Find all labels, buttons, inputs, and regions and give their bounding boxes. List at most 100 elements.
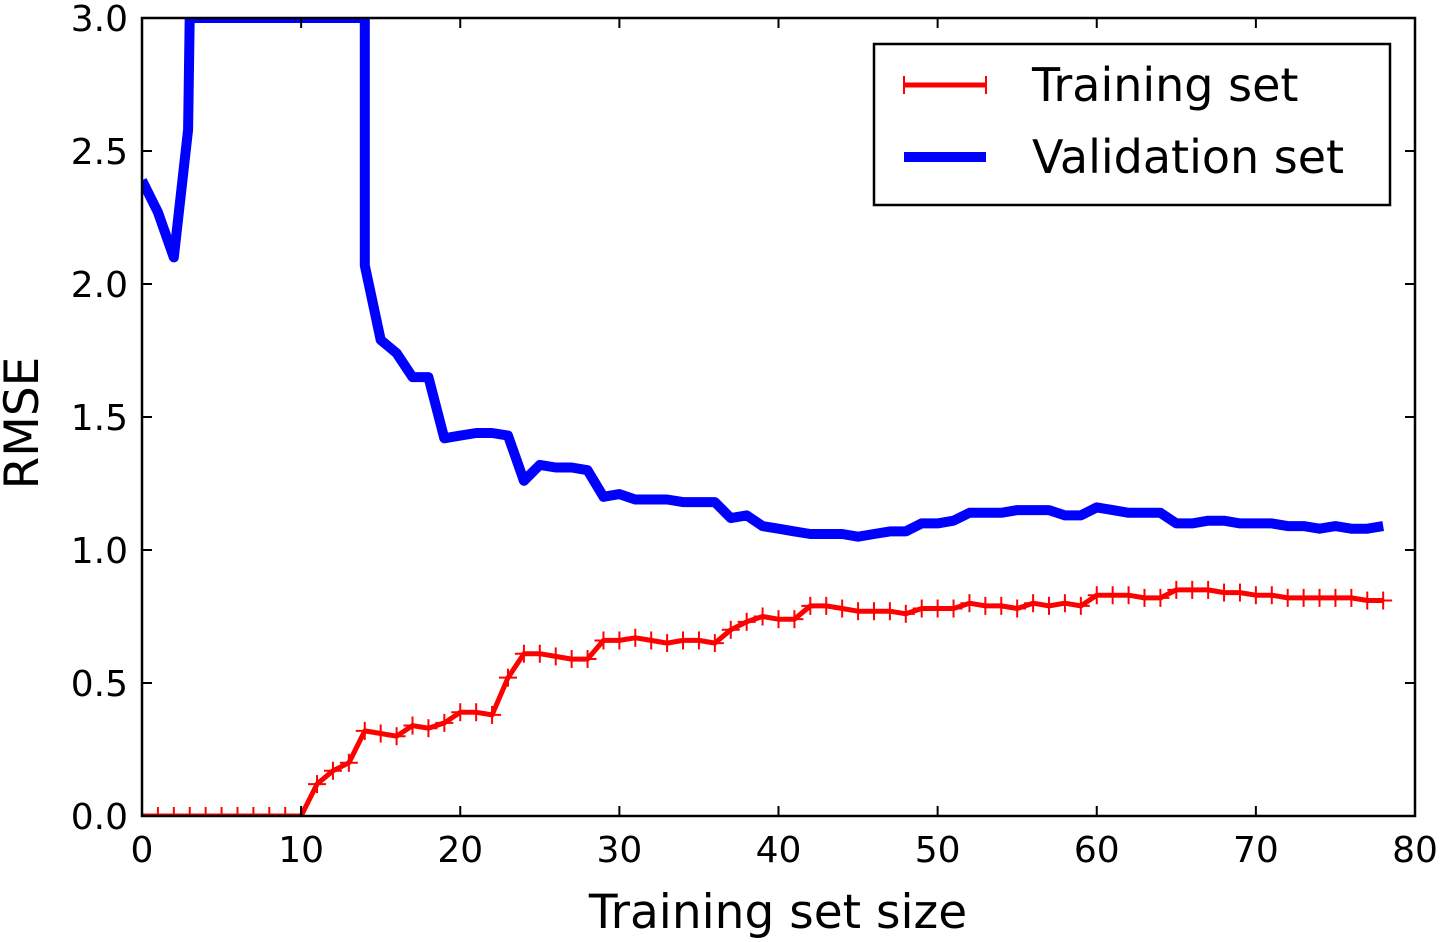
legend-label-validation-set: Validation set <box>1032 130 1344 184</box>
legend-item-training-set: Training set <box>903 58 1298 112</box>
x-tick-label: 70 <box>1233 830 1279 871</box>
x-tick-label: 0 <box>131 830 154 871</box>
x-tick-label: 10 <box>278 830 324 871</box>
training-set-point <box>323 761 342 780</box>
training-set-point <box>944 599 963 618</box>
training-set-point <box>928 599 947 618</box>
training-set-point <box>498 668 517 687</box>
training-set-point <box>817 596 836 615</box>
training-set-point <box>467 703 486 722</box>
training-set-point <box>451 703 470 722</box>
y-tick-label: 1.5 <box>71 398 128 439</box>
training-set-point <box>1246 586 1265 605</box>
training-set-point <box>1278 588 1297 607</box>
training-set-point <box>801 596 820 615</box>
y-tick-label: 1.0 <box>71 531 128 572</box>
training-set-point <box>833 599 852 618</box>
training-set-point <box>610 631 629 650</box>
training-set-point <box>992 596 1011 615</box>
training-set-point <box>864 602 883 621</box>
training-set-point <box>514 644 533 663</box>
training-set-point <box>403 716 422 735</box>
training-set-point <box>594 631 613 650</box>
training-set-point <box>674 631 693 650</box>
training-set-point <box>483 705 502 724</box>
training-set-point <box>276 807 295 816</box>
training-set-point <box>546 647 565 666</box>
y-tick-label: 0.0 <box>71 797 128 838</box>
training-set-point <box>976 596 995 615</box>
training-set-point <box>1215 583 1234 602</box>
training-set-point <box>1310 588 1329 607</box>
training-set-point <box>1040 596 1059 615</box>
training-set-point <box>260 807 279 816</box>
training-set-point <box>1374 591 1393 610</box>
y-tick-label: 2.5 <box>71 132 128 173</box>
training-set-point <box>626 628 645 647</box>
legend-frame <box>872 42 1392 207</box>
training-set-point <box>1199 580 1218 599</box>
training-set-point <box>148 807 167 816</box>
training-set-point <box>1135 588 1154 607</box>
training-set-point <box>642 631 661 650</box>
series-layer <box>142 18 1393 816</box>
training-set-point <box>244 807 263 816</box>
training-set-point <box>435 713 454 732</box>
training-set-point <box>1008 599 1027 618</box>
x-axis-label: Training set size <box>588 885 967 938</box>
legend-label-training-set: Training set <box>1031 58 1298 112</box>
training-set-point <box>228 807 247 816</box>
training-set-point <box>1183 580 1202 599</box>
training-set-point <box>339 753 358 772</box>
training-set-point <box>530 644 549 663</box>
y-tick-label: 3.0 <box>71 0 128 40</box>
training-set-point <box>785 610 804 629</box>
training-set-point <box>769 610 788 629</box>
x-tick-label: 40 <box>756 830 802 871</box>
training-set-point <box>419 719 438 738</box>
training-set-point <box>180 807 199 816</box>
training-set-point <box>737 612 756 631</box>
training-set-point <box>880 602 899 621</box>
training-set-point <box>562 650 581 669</box>
training-set-point <box>196 807 215 816</box>
ticks-layer: 0 10 20 30 40 50 60 70 80 0.0 0.5 1.0 1.5 2.0 2.5 3.0 <box>71 0 1438 871</box>
training-set-point <box>1024 594 1043 613</box>
training-set-point <box>1358 591 1377 610</box>
validation-set-line <box>142 18 1385 542</box>
training-set-point <box>355 721 374 740</box>
training-set-point <box>896 604 915 623</box>
legend: Training set Validation set <box>872 42 1392 207</box>
training-set-point <box>849 602 868 621</box>
training-set-point <box>1103 586 1122 605</box>
x-tick-label: 80 <box>1392 830 1438 871</box>
training-set-point <box>1119 586 1138 605</box>
training-set-point <box>164 807 183 816</box>
y-tick-label: 0.5 <box>71 664 128 705</box>
x-tick-label: 20 <box>437 830 483 871</box>
training-set-point <box>387 727 406 746</box>
training-set-point <box>1167 580 1186 599</box>
training-set-point <box>308 775 327 794</box>
x-tick-label: 30 <box>596 830 642 871</box>
training-set-point <box>1151 588 1170 607</box>
legend-item-validation-set: Validation set <box>904 130 1344 184</box>
y-axis-label: RMSE <box>0 357 50 490</box>
training-set-point <box>578 650 597 669</box>
training-set-point <box>689 631 708 650</box>
training-set-point <box>753 607 772 626</box>
training-set-point <box>212 807 231 816</box>
training-set-point <box>705 634 724 653</box>
training-set-point <box>1230 583 1249 602</box>
training-set-point <box>1326 588 1345 607</box>
y-tick-label: 2.0 <box>71 265 128 306</box>
training-set-point <box>1087 586 1106 605</box>
x-tick-label: 50 <box>915 830 961 871</box>
training-set-point <box>1294 588 1313 607</box>
training-set-point <box>1071 596 1090 615</box>
training-set-point <box>1262 586 1281 605</box>
x-tick-label: 60 <box>1074 830 1120 871</box>
training-set-point <box>371 724 390 743</box>
training-set-point <box>1055 594 1074 613</box>
